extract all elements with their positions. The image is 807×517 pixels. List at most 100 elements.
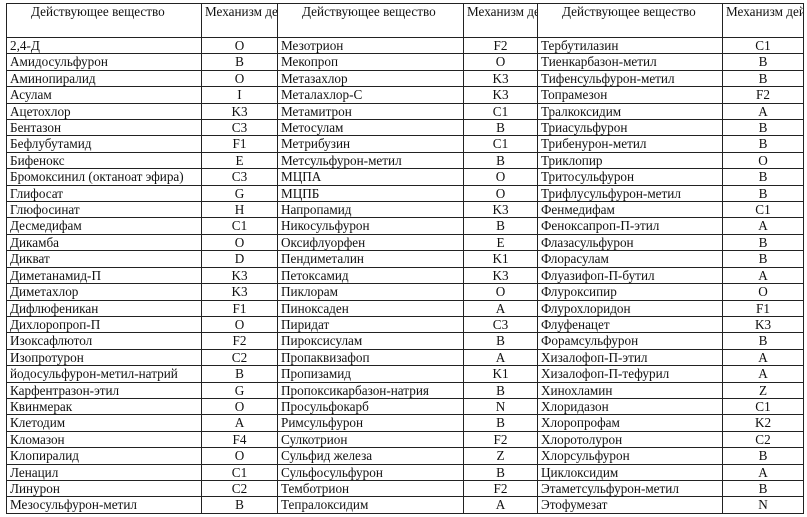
table-row: Изоксафлютол F2 Пироксисулам B Форамсульфуро… xyxy=(6,332,804,350)
substance-cell: Тиенкарбазон-метил xyxy=(537,53,723,71)
mechanism-cell: O xyxy=(201,233,278,252)
table-row: Глифосат G МЦПБ O Трифлусульфурон-метил B xyxy=(6,184,804,203)
substance-cell: Метрибузин xyxy=(277,135,464,153)
mechanism-cell: O xyxy=(201,447,278,465)
herbicide-mechanism-table: Действующее вещество Механизм действия Д… xyxy=(6,3,804,514)
mechanism-cell: N xyxy=(722,496,804,514)
mechanism-cell: C3 xyxy=(201,119,278,137)
mechanism-cell: C1 xyxy=(201,217,278,235)
mechanism-cell: F2 xyxy=(463,479,538,498)
mechanism-cell: A xyxy=(722,348,804,367)
substance-cell: Сульфид железа xyxy=(277,447,464,465)
substance-cell: Триасульфурон xyxy=(537,119,723,137)
mechanism-cell: B xyxy=(722,250,804,268)
mechanism-cell: F1 xyxy=(201,299,278,317)
substance-cell: Тралкоксидим xyxy=(537,102,723,121)
substance-cell: Хинохламин xyxy=(537,381,723,399)
substance-cell: Пендиметалин xyxy=(277,250,464,268)
mechanism-cell: C1 xyxy=(201,463,278,481)
mechanism-cell: B xyxy=(201,496,278,514)
substance-cell: Метазахлор xyxy=(277,69,464,88)
mechanism-cell: A xyxy=(722,217,804,235)
table-row: Ацетохлор K3 Метамитрон C1 Тралкоксидим A xyxy=(6,102,804,121)
mechanism-cell: B xyxy=(463,217,538,235)
mechanism-cell: B xyxy=(201,365,278,383)
substance-cell: Просульфокарб xyxy=(277,397,464,416)
substance-cell: Сулкотрион xyxy=(277,430,464,449)
substance-cell: Линурон xyxy=(6,479,202,498)
substance-cell: йодосульфурон-метил-натрий xyxy=(6,365,202,383)
header-substance-3: Действующее вещество xyxy=(537,3,723,38)
substance-cell: Тербутилазин xyxy=(537,36,723,55)
mechanism-cell: B xyxy=(722,69,804,88)
substance-cell: Триклопир xyxy=(537,151,723,170)
table-row: 2,4-Д O Мезотрион F2 Тербутилазин C1 xyxy=(6,36,804,55)
mechanism-cell: K2 xyxy=(722,414,804,432)
mechanism-cell: F1 xyxy=(722,299,804,317)
table-row: Десмедифам C1 Никосульфурон B Феноксапроп-П-… xyxy=(6,217,804,235)
mechanism-cell: B xyxy=(201,53,278,71)
substance-cell: Мезотрион xyxy=(277,36,464,55)
substance-cell: Бромоксинил (октаноат эфира) xyxy=(6,168,202,186)
mechanism-cell: G xyxy=(201,381,278,399)
mechanism-cell: Z xyxy=(463,447,538,465)
substance-cell: Метосулам xyxy=(277,119,464,137)
mechanism-cell: K3 xyxy=(201,102,278,121)
substance-cell: Мекопроп xyxy=(277,53,464,71)
substance-cell: Метсульфурон-метил xyxy=(277,151,464,170)
mechanism-cell: H xyxy=(201,201,278,219)
substance-cell: Клопиралид xyxy=(6,447,202,465)
mechanism-cell: F4 xyxy=(201,430,278,449)
substance-cell: Флорасулам xyxy=(537,250,723,268)
mechanism-cell: C1 xyxy=(722,201,804,219)
substance-cell: Пиклорам xyxy=(277,283,464,301)
substance-cell: Флуроксипир xyxy=(537,283,723,301)
mechanism-cell: A xyxy=(722,463,804,481)
substance-cell: Пиридат xyxy=(277,315,464,334)
mechanism-cell: C3 xyxy=(463,315,538,334)
mechanism-cell: E xyxy=(463,233,538,252)
mechanism-cell: B xyxy=(463,332,538,350)
substance-cell: Кломазон xyxy=(6,430,202,449)
substance-cell: Ацетохлор xyxy=(6,102,202,121)
header-mechanism-1: Механизм действия xyxy=(201,3,278,38)
substance-cell: Пропизамид xyxy=(277,365,464,383)
mechanism-cell: B xyxy=(722,168,804,186)
substance-cell: Трибенурон-метил xyxy=(537,135,723,153)
mechanism-cell: B xyxy=(463,381,538,399)
mechanism-cell: F2 xyxy=(463,36,538,55)
substance-cell: Хизалофоп-П-тефурил xyxy=(537,365,723,383)
substance-cell: Форамсульфурон xyxy=(537,332,723,350)
mechanism-cell: K3 xyxy=(201,283,278,301)
mechanism-cell: F2 xyxy=(722,86,804,104)
substance-cell: Карфентразон-этил xyxy=(6,381,202,399)
substance-cell: Пропаквизафоп xyxy=(277,348,464,367)
substance-cell: Флуазифоп-П-бутил xyxy=(537,266,723,285)
header-substance-2: Действующее вещество xyxy=(277,3,464,38)
substance-cell: Пропоксикарбазон-натрия xyxy=(277,381,464,399)
substance-cell: Оксифлуорфен xyxy=(277,233,464,252)
table-row: Линурон C2 Темботрион F2 Этаметсульфурон-мет… xyxy=(6,479,804,498)
table-row: Бромоксинил (октаноат эфира) C3 МЦПА O Трито… xyxy=(6,168,804,186)
mechanism-cell: N xyxy=(463,397,538,416)
substance-cell: Никосульфурон xyxy=(277,217,464,235)
header-mechanism-3: Механизм действия xyxy=(722,3,804,38)
mechanism-cell: K3 xyxy=(201,266,278,285)
mechanism-cell: K1 xyxy=(463,365,538,383)
substance-cell: МЦПБ xyxy=(277,184,464,203)
table-row: Квинмерак O Просульфокарб N Хлоридазон C1 xyxy=(6,397,804,416)
mechanism-cell: B xyxy=(463,463,538,481)
substance-cell: Темботрион xyxy=(277,479,464,498)
substance-cell: Бифенокс xyxy=(6,151,202,170)
table-row: йодосульфурон-метил-натрий B Пропизамид K1 Х… xyxy=(6,365,804,383)
substance-cell: Напропамид xyxy=(277,201,464,219)
mechanism-cell: B xyxy=(722,184,804,203)
mechanism-cell: A xyxy=(201,414,278,432)
substance-cell: Трифлусульфурон-метил xyxy=(537,184,723,203)
substance-cell: Изоксафлютол xyxy=(6,332,202,350)
mechanism-cell: F2 xyxy=(201,332,278,350)
table-row: Глюфосинат H Напропамид K3 Фенмедифам C1 xyxy=(6,201,804,219)
substance-cell: Хлоридазон xyxy=(537,397,723,416)
mechanism-cell: O xyxy=(463,168,538,186)
substance-cell: Хлорсульфурон xyxy=(537,447,723,465)
